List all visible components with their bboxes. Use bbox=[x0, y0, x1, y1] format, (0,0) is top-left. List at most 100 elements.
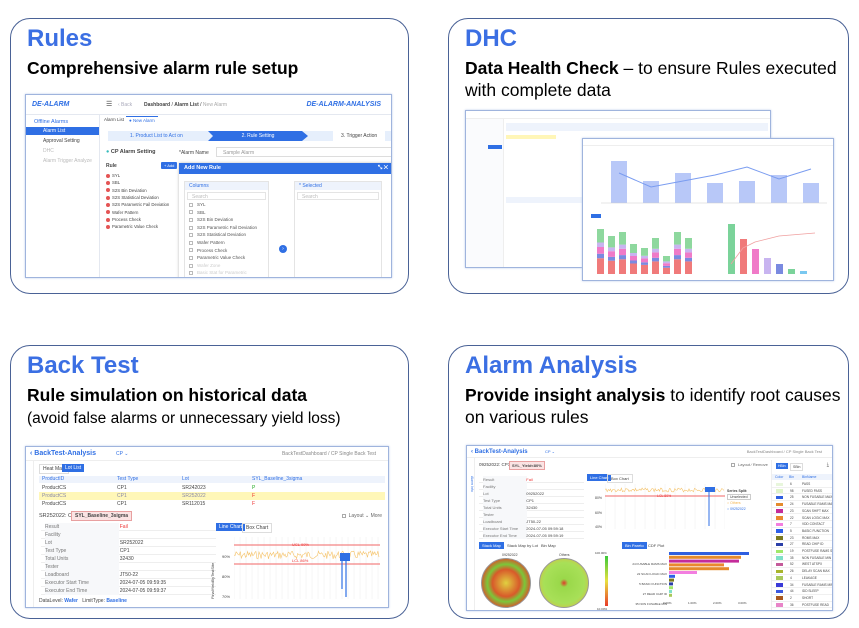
menu-icon[interactable]: ☰ bbox=[106, 101, 113, 108]
breadcrumb-alarm-list[interactable]: Alarm List bbox=[174, 102, 199, 108]
tab-stack-map[interactable]: Stack Map bbox=[479, 542, 504, 549]
checkbox[interactable] bbox=[189, 225, 193, 230]
column-option[interactable]: Parametric Value Check bbox=[189, 255, 245, 260]
tab-sbin[interactable]: SBin bbox=[790, 463, 804, 471]
bin-row[interactable]: 52 WEST ATSPX bbox=[772, 561, 832, 569]
bin-row[interactable]: 23 ROMS MAX bbox=[772, 535, 832, 542]
rule-item[interactable]: Wafer Pattern bbox=[106, 210, 138, 215]
tab-line-chart[interactable]: Line Chart bbox=[587, 474, 612, 481]
mode-select[interactable]: CP ⌄ bbox=[545, 449, 555, 454]
bin-row[interactable]: 35 NON FUSABLE MIN bbox=[772, 555, 832, 562]
column-header[interactable]: SYL_Baseline_3sigma bbox=[252, 476, 303, 482]
bin-row[interactable]: 4 LEAKAGE bbox=[772, 575, 832, 582]
alarm-name-input[interactable]: Sample Alarm bbox=[216, 147, 391, 157]
tab-new-alarm[interactable]: ● New Alarm bbox=[126, 116, 158, 124]
rule-item[interactable]: Process Check bbox=[106, 217, 141, 222]
rule-tag[interactable]: SYL_Yield<80% bbox=[509, 461, 545, 470]
tab-hbin[interactable]: HBin bbox=[776, 463, 788, 469]
breadcrumb-dashboard[interactable]: Dashboard bbox=[144, 102, 171, 108]
rule-item[interactable]: Parametric Value Check bbox=[106, 224, 158, 229]
sidebar-item-dhc[interactable]: DHC bbox=[43, 148, 54, 154]
selected-search-input[interactable]: Search bbox=[297, 192, 379, 200]
download-icon[interactable]: ⤓ bbox=[826, 462, 829, 468]
rule-item[interactable]: S2S Bin Deviation bbox=[106, 188, 147, 193]
rule-item[interactable]: SYL bbox=[106, 173, 120, 178]
bin-row[interactable]: 22 SCAN LOGIC MAX bbox=[772, 515, 832, 522]
side-rail[interactable] bbox=[26, 461, 34, 607]
rule-tag[interactable]: SYL_Baseline_3sigma bbox=[71, 511, 133, 521]
column-option[interactable]: Process Check bbox=[189, 248, 227, 253]
checkbox[interactable] bbox=[189, 248, 193, 253]
rule-item[interactable]: SBL bbox=[106, 180, 120, 185]
column-option[interactable]: S2S Statistical Deviation bbox=[189, 232, 246, 237]
tab-bin-map[interactable]: Bin Map bbox=[541, 543, 556, 548]
tab-box-chart[interactable]: Box Chart bbox=[242, 523, 273, 533]
bin-row[interactable]: 26 DELAY SCAN MAX bbox=[772, 568, 832, 575]
side-rail[interactable]: Alarm Info bbox=[467, 458, 475, 610]
tab-lot-list[interactable]: Lot List bbox=[62, 464, 85, 472]
column-header[interactable]: ProductID bbox=[42, 476, 65, 482]
table-row[interactable]: ProductCS CP1 SR242023 P bbox=[39, 484, 385, 492]
checkbox[interactable] bbox=[189, 233, 193, 238]
tab-cdf-plot[interactable]: CDF Plot bbox=[648, 543, 665, 548]
bin-row[interactable]: 24 FUSABLE RAMS MAX bbox=[772, 501, 832, 508]
bin-row[interactable]: 25 NON FUSABLE MAX bbox=[772, 494, 832, 502]
column-option[interactable]: Basic Stat for Parametric bbox=[189, 270, 247, 275]
column-header[interactable]: Test Type bbox=[117, 476, 139, 482]
table-row[interactable]: ProductCS CP1 SR112015 F bbox=[39, 500, 385, 508]
sidebar-item-alarm-trigger-analyze[interactable]: Alarm Trigger Analyze bbox=[43, 158, 92, 164]
columns-search-input[interactable]: Search bbox=[187, 192, 266, 200]
bin-row[interactable]: 2 SHORT bbox=[772, 595, 832, 602]
column-option[interactable]: S2S Bin Deviation bbox=[189, 217, 233, 222]
bin-row[interactable]: 34 FUSABLE RAMS MIN bbox=[772, 582, 832, 589]
back-link[interactable]: ‹ Back bbox=[118, 102, 133, 108]
bin-row[interactable]: 36 POSTFUSE READ bbox=[772, 602, 832, 609]
legend-others[interactable]: ○ Others bbox=[727, 501, 741, 505]
tab-line-chart[interactable]: Line Chart bbox=[216, 523, 246, 531]
layout-remove[interactable]: Layout ⁄ Remove bbox=[731, 462, 768, 467]
app-title[interactable]: ‹ BackTest-Analysis bbox=[471, 449, 528, 455]
sidebar-group-offline-alarms[interactable]: Offline Alarms bbox=[34, 119, 69, 125]
close-icon[interactable]: ⤡ ✕ bbox=[377, 165, 388, 171]
bin-row[interactable]: 6 PASS bbox=[772, 481, 832, 488]
column-option[interactable]: SYL bbox=[189, 202, 206, 207]
bin-row[interactable]: 5 BASIC FUNCTION bbox=[772, 528, 832, 535]
rule-item[interactable]: S2S Statistical Deviation bbox=[106, 195, 159, 200]
apply-button[interactable] bbox=[488, 145, 502, 149]
move-right-button[interactable]: › bbox=[279, 245, 287, 253]
step-2[interactable]: 2. Rule Setting bbox=[208, 131, 308, 141]
bin-row[interactable]: 27 READ CHIP ID bbox=[772, 541, 832, 548]
bin-row[interactable]: 23 SCAN SHIFT MAX bbox=[772, 508, 832, 515]
tab-alarm-list[interactable]: Alarm List bbox=[104, 117, 125, 122]
column-option[interactable]: SBL bbox=[189, 210, 206, 215]
checkbox[interactable] bbox=[189, 210, 193, 215]
sidebar-item-alarm-list[interactable]: Alarm List bbox=[26, 127, 99, 135]
bin-row[interactable]: 44 IDD SLEEP bbox=[772, 588, 832, 595]
step-3[interactable]: 3. Trigger Action bbox=[333, 131, 386, 141]
checkbox[interactable] bbox=[189, 271, 193, 276]
column-header[interactable]: Lot bbox=[182, 476, 189, 482]
wafer-map-others[interactable] bbox=[539, 558, 589, 608]
layout-more[interactable]: Layout ⌄ More bbox=[341, 513, 382, 519]
column-option[interactable]: S2S Parametric Fail Deviation bbox=[189, 225, 257, 230]
step-1[interactable]: 1. Product List to Act on bbox=[130, 133, 183, 139]
column-option[interactable]: Wafer Zone bbox=[189, 263, 220, 268]
legend-lot[interactable]: ○ 09252022 bbox=[727, 507, 746, 511]
column-option[interactable]: Wafer Pattern bbox=[189, 240, 225, 245]
alarm-info-tab[interactable]: Alarm Info bbox=[470, 476, 474, 492]
checkbox[interactable] bbox=[189, 202, 193, 207]
bin-row[interactable]: 7 VDD CONTACT bbox=[772, 521, 832, 528]
checkbox[interactable] bbox=[189, 256, 193, 260]
tab-bin-pareto[interactable]: Bin Pareto bbox=[622, 542, 647, 549]
wafer-map-lot[interactable] bbox=[481, 558, 531, 608]
table-row[interactable]: ProductCS CP1 SR252022 F bbox=[39, 492, 385, 500]
checkbox[interactable] bbox=[189, 263, 193, 268]
series-split-select[interactable]: Unselected bbox=[727, 494, 751, 500]
bin-row[interactable]: 19 POSTFUSE RAMS S bbox=[772, 548, 832, 555]
add-rule-button[interactable]: + Add bbox=[161, 162, 178, 169]
tab-box-chart[interactable]: Box Chart bbox=[607, 474, 633, 483]
app-title[interactable]: ‹ BackTest-Analysis bbox=[30, 450, 97, 457]
sidebar-item-approval-setting[interactable]: Approval Setting bbox=[43, 138, 80, 144]
rule-item[interactable]: S2S Parametric Fail Deviation bbox=[106, 202, 169, 207]
checkbox[interactable] bbox=[189, 218, 193, 222]
